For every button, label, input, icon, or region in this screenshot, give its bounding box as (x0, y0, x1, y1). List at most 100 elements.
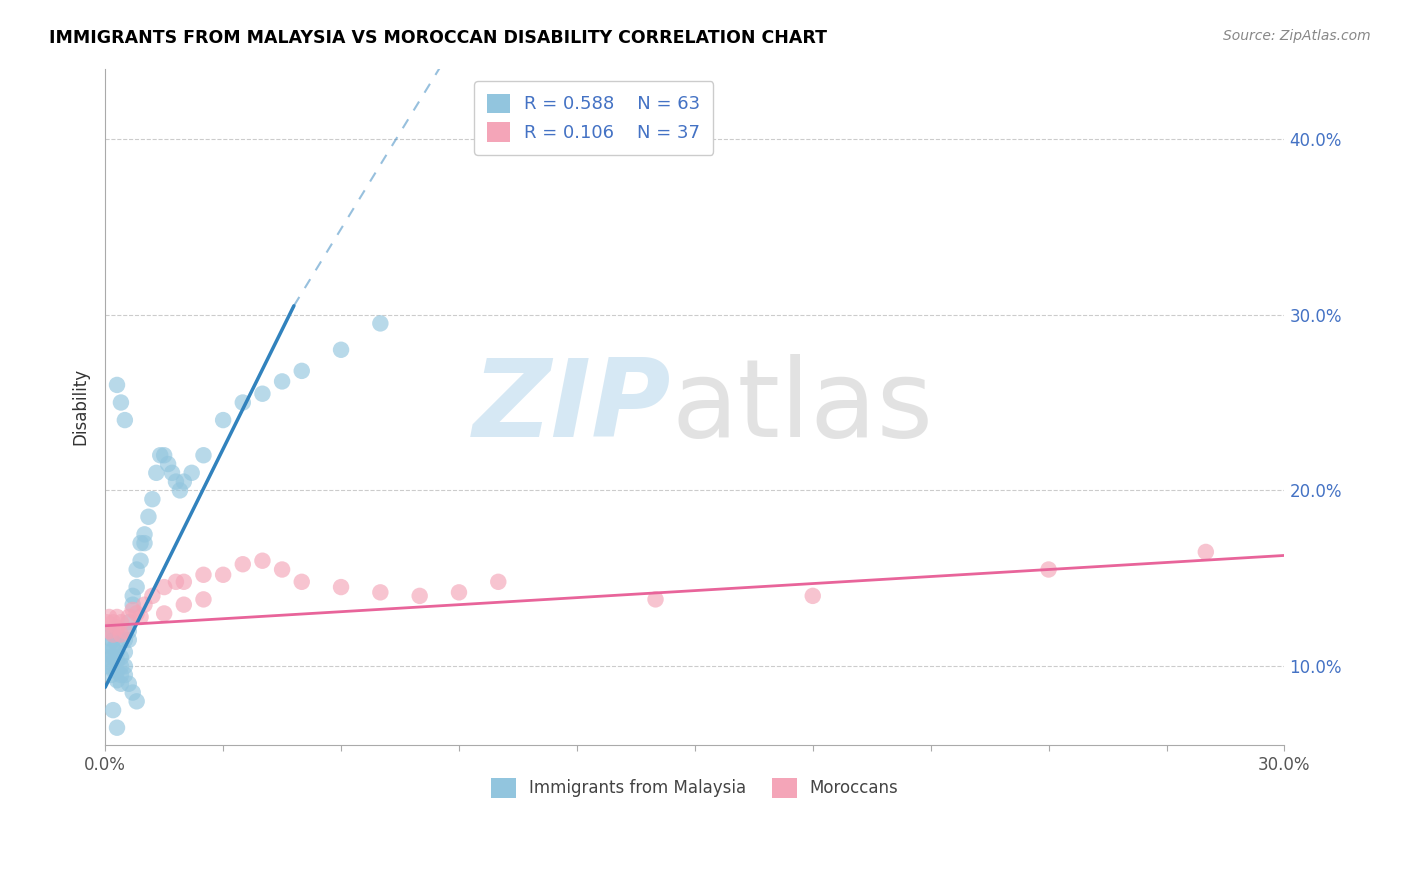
Point (157, 457, 180, 471)
Point (291, 574, 314, 589)
Point (125, 607, 148, 621)
Point (801, 589, 824, 603)
Text: IMMIGRANTS FROM MALAYSIA VS MOROCCAN DISABILITY CORRELATION CHART: IMMIGRANTS FROM MALAYSIA VS MOROCCAN DIS… (49, 29, 827, 46)
Point (141, 589, 163, 603)
Point (141, 492, 163, 507)
Point (252, 386, 274, 401)
Point (105, 378, 128, 392)
Point (100, 656, 122, 670)
Point (101, 641, 124, 656)
Text: Source: ZipAtlas.com: Source: ZipAtlas.com (1223, 29, 1371, 43)
Point (125, 562, 148, 576)
Point (105, 645, 128, 659)
Point (160, 466, 183, 480)
Point (212, 567, 235, 582)
Point (330, 343, 353, 357)
Point (110, 627, 132, 641)
Point (291, 364, 314, 378)
Point (101, 627, 124, 641)
Point (118, 632, 141, 647)
Point (1038, 562, 1060, 576)
Point (101, 663, 124, 677)
Point (98, 610, 121, 624)
Point (271, 375, 294, 389)
Point (153, 580, 176, 594)
Point (121, 685, 143, 699)
Text: atlas: atlas (671, 354, 934, 460)
Point (153, 448, 176, 462)
Point (101, 627, 124, 641)
Point (110, 668, 132, 682)
Point (96, 650, 118, 665)
Point (330, 580, 353, 594)
Point (125, 694, 148, 708)
Point (149, 448, 172, 462)
Point (114, 413, 136, 427)
Point (118, 624, 141, 638)
Point (114, 659, 136, 673)
Point (193, 567, 215, 582)
Point (129, 536, 152, 550)
Point (134, 598, 156, 612)
Point (100, 668, 122, 682)
Point (125, 580, 148, 594)
Point (173, 598, 195, 612)
Point (173, 475, 195, 489)
Point (121, 589, 143, 603)
Point (134, 527, 156, 541)
Point (232, 558, 254, 572)
Point (370, 317, 392, 331)
Point (101, 650, 124, 665)
Point (193, 592, 215, 607)
Point (169, 483, 191, 498)
Point (180, 466, 202, 480)
Point (486, 574, 509, 589)
Point (101, 615, 124, 630)
Point (153, 607, 176, 621)
Point (408, 589, 430, 603)
Point (98, 645, 121, 659)
Point (118, 615, 141, 630)
Point (129, 554, 152, 568)
Point (114, 668, 136, 682)
Point (105, 620, 128, 634)
Point (110, 659, 132, 673)
Point (105, 654, 128, 668)
Point (644, 592, 666, 607)
Point (98, 624, 121, 638)
Point (114, 645, 136, 659)
Point (193, 448, 215, 462)
Point (118, 610, 141, 624)
Point (110, 677, 132, 691)
Point (98, 624, 121, 638)
Point (145, 466, 167, 480)
Point (134, 536, 156, 550)
Point (105, 721, 128, 735)
Point (165, 574, 187, 589)
Point (138, 509, 160, 524)
Point (105, 673, 128, 688)
Text: ZIP: ZIP (472, 354, 671, 460)
Point (212, 413, 235, 427)
Point (98, 659, 121, 673)
Point (110, 395, 132, 409)
Point (1195, 545, 1218, 559)
Point (105, 610, 128, 624)
Point (232, 395, 254, 409)
Point (173, 574, 195, 589)
Point (96, 615, 118, 630)
Y-axis label: Disability: Disability (72, 368, 89, 445)
Point (105, 636, 128, 650)
Point (105, 665, 128, 679)
Point (101, 632, 124, 647)
Point (110, 615, 132, 630)
Point (165, 475, 187, 489)
Point (118, 677, 141, 691)
Point (271, 562, 294, 576)
Legend: Immigrants from Malaysia, Moroccans: Immigrants from Malaysia, Moroccans (485, 771, 905, 805)
Point (370, 585, 392, 599)
Point (101, 703, 124, 717)
Point (98, 638, 121, 652)
Point (110, 650, 132, 665)
Point (121, 603, 143, 617)
